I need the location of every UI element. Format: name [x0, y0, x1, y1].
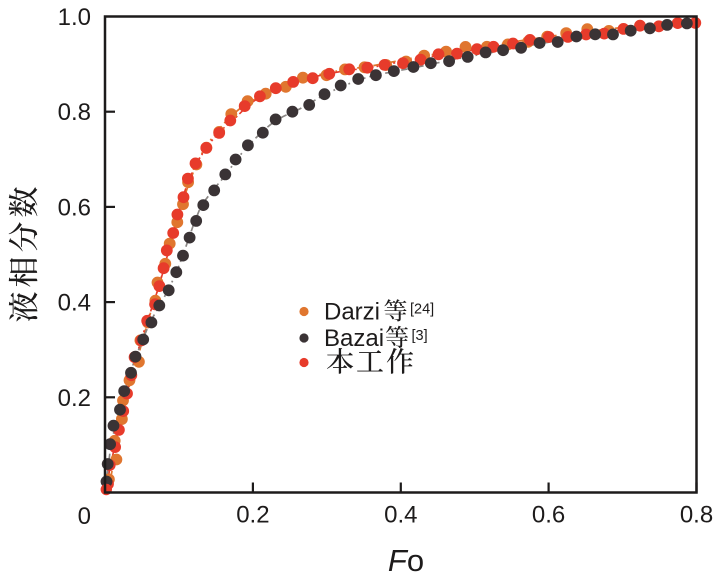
- svg-text:0.6: 0.6: [58, 194, 91, 221]
- svg-text:Fo: Fo: [388, 543, 424, 573]
- svg-text:0.4: 0.4: [58, 290, 91, 317]
- svg-text:Bazai: Bazai: [324, 325, 384, 352]
- svg-text:1.0: 1.0: [58, 4, 91, 31]
- svg-text:0.4: 0.4: [384, 502, 417, 529]
- svg-text:Darzi: Darzi: [324, 299, 380, 326]
- svg-text:0: 0: [78, 503, 91, 530]
- svg-text:0.8: 0.8: [58, 99, 91, 126]
- svg-text:0.2: 0.2: [58, 385, 91, 412]
- svg-text:0.6: 0.6: [532, 502, 565, 529]
- svg-text:0.2: 0.2: [236, 502, 269, 529]
- svg-text:0.8: 0.8: [680, 502, 713, 529]
- svg-text:[3]: [3]: [412, 328, 428, 344]
- svg-text:[24]: [24]: [410, 302, 434, 318]
